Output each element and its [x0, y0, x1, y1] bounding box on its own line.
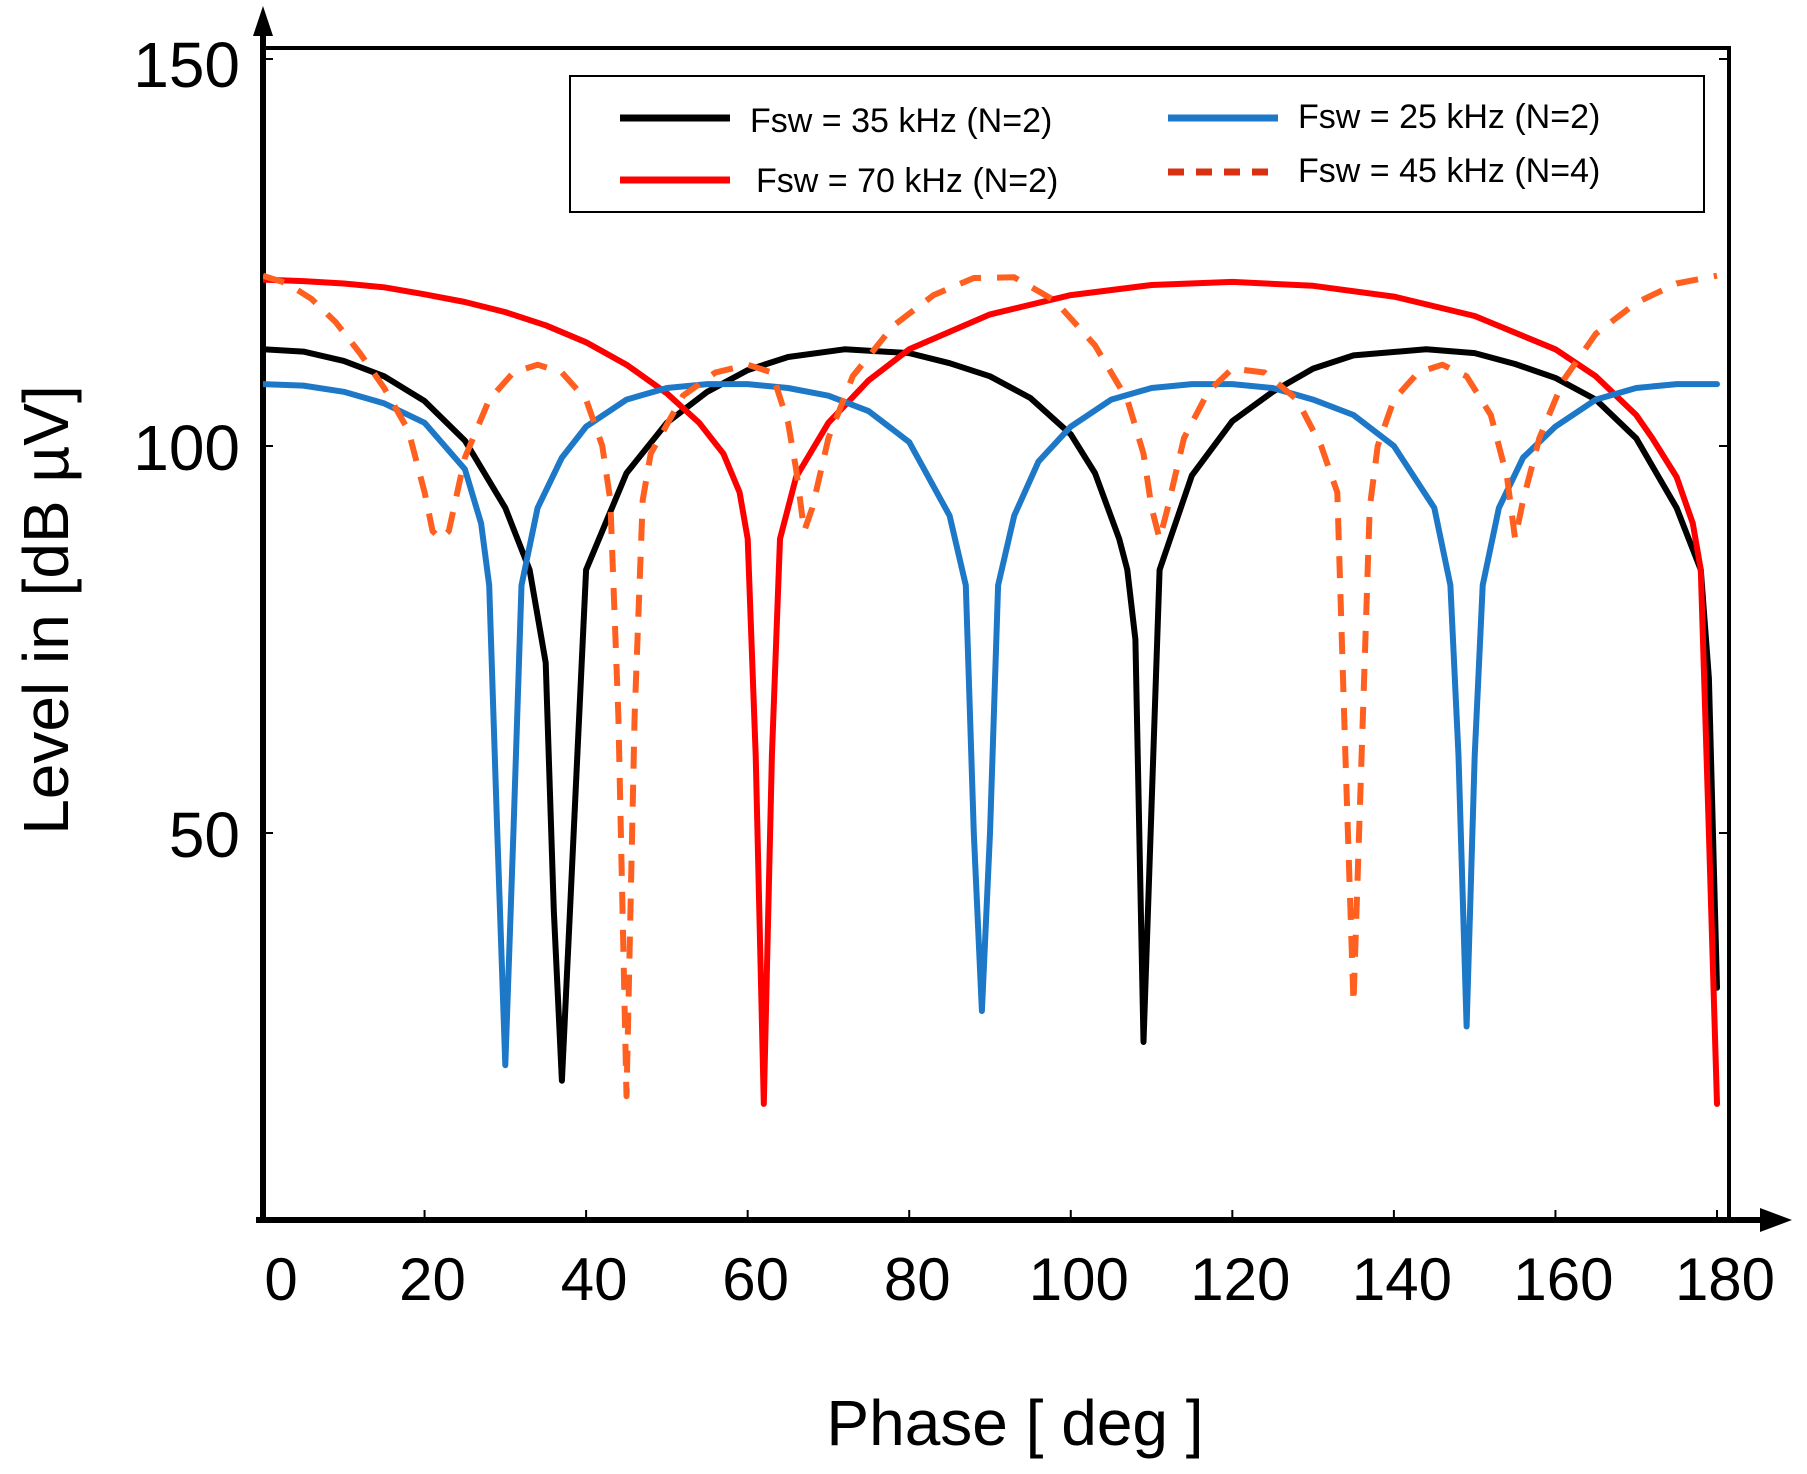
- x-axis-title: Phase [ deg ]: [826, 1387, 1203, 1459]
- ticks: [262, 58, 1729, 1220]
- series-line-1: [263, 276, 1720, 1107]
- legend-box: [569, 75, 1705, 213]
- y-tick-label-150: 150: [133, 29, 240, 101]
- series-line-2: [263, 381, 1720, 1069]
- x-tick-label-0: 0: [264, 1246, 297, 1313]
- legend: Fsw = 35 kHz (N=2) Fsw = 70 kHz (N=2) Fs…: [569, 75, 1705, 213]
- x-tick-label-40: 40: [561, 1246, 628, 1313]
- series-line-3: [263, 272, 1718, 1100]
- series-layer: [263, 272, 1720, 1107]
- y-axis-title: Level in [dB µV]: [10, 385, 82, 835]
- x-tick-label-180: 180: [1675, 1246, 1775, 1313]
- y-tick-label-100: 100: [133, 412, 240, 484]
- x-tick-label-20: 20: [399, 1246, 466, 1313]
- series-line-0: [263, 346, 1720, 1084]
- x-tick-label-100: 100: [1029, 1246, 1129, 1313]
- y-axis-arrow: [253, 6, 273, 36]
- x-tick-label-160: 160: [1513, 1246, 1613, 1313]
- tick-labels: 0 20 40 60 80 100 120 140 160 180 50 100 150: [133, 29, 1775, 1313]
- x-axis-arrow: [1760, 1208, 1792, 1232]
- x-tick-label-60: 60: [722, 1246, 789, 1313]
- x-tick-label-120: 120: [1190, 1246, 1290, 1313]
- legend-label-2: Fsw = 25 kHz (N=2): [1298, 98, 1600, 136]
- x-tick-label-140: 140: [1352, 1246, 1452, 1313]
- y-tick-label-50: 50: [169, 799, 240, 871]
- legend-label-0: Fsw = 35 kHz (N=2): [750, 102, 1052, 140]
- x-tick-label-80: 80: [884, 1246, 951, 1313]
- legend-label-1: Fsw = 70 kHz (N=2): [756, 162, 1058, 200]
- legend-label-3: Fsw = 45 kHz (N=4): [1298, 152, 1600, 190]
